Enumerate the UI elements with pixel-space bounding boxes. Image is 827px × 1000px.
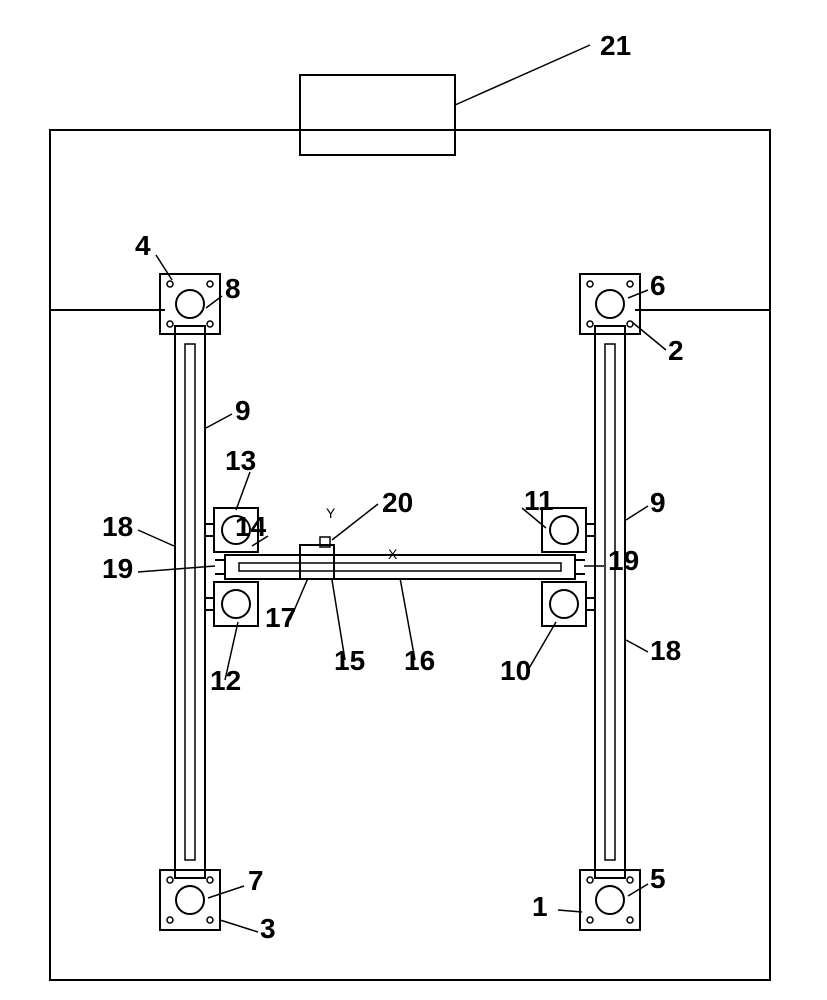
callout-label-11: 11	[524, 485, 554, 516]
callout-label-9: 9	[235, 395, 251, 426]
callout-20: 20	[332, 487, 413, 540]
callout-label-13: 13	[225, 445, 256, 476]
callout-18: 18	[626, 635, 681, 666]
center-carriage	[300, 537, 334, 579]
callout-label-9: 9	[650, 487, 666, 518]
callout-11: 11	[522, 485, 554, 528]
callout-13: 13	[225, 445, 256, 510]
callout-17: 17	[265, 578, 308, 633]
callout-14: 14	[235, 511, 268, 546]
callout-label-16: 16	[404, 645, 435, 676]
callout-label-21: 21	[600, 30, 631, 61]
callout-1: 1	[532, 891, 582, 922]
axis-label-y: Y	[326, 505, 336, 521]
callout-label-4: 4	[135, 230, 151, 261]
horizontal-rail	[225, 555, 575, 579]
callout-label-7: 7	[248, 865, 264, 896]
callout-label-18: 18	[650, 635, 681, 666]
callout-label-8: 8	[225, 273, 241, 304]
callout-9: 9	[626, 487, 666, 520]
callout-2: 2	[632, 322, 684, 366]
side-block-lower-right	[542, 582, 586, 626]
callout-9: 9	[206, 395, 251, 428]
side-block-lower-left	[214, 582, 258, 626]
callout-label-10: 10	[500, 655, 531, 686]
callout-3: 3	[220, 913, 276, 944]
callout-16: 16	[400, 578, 435, 676]
vertical-rail-left	[175, 326, 205, 878]
callout-label-18: 18	[102, 511, 133, 542]
callout-label-20: 20	[382, 487, 413, 518]
callout-label-3: 3	[260, 913, 276, 944]
callout-label-17: 17	[265, 602, 296, 633]
callout-label-1: 1	[532, 891, 548, 922]
callout-label-12: 12	[210, 665, 241, 696]
callout-4: 4	[135, 230, 172, 280]
callout-label-19: 19	[608, 545, 639, 576]
callout-10: 10	[500, 622, 556, 686]
callout-label-6: 6	[650, 270, 666, 301]
callout-21: 21	[455, 30, 631, 105]
callout-label-19: 19	[102, 553, 133, 584]
callout-label-2: 2	[668, 335, 684, 366]
callout-19: 19	[102, 553, 215, 584]
callout-12: 12	[210, 622, 241, 696]
callouts: 21486299131118142019191715161210187315	[102, 30, 684, 944]
top-box	[300, 75, 455, 155]
vertical-rail-right	[595, 326, 625, 878]
axis-label-x: X	[388, 546, 398, 562]
callout-8: 8	[206, 273, 241, 308]
callout-label-5: 5	[650, 863, 666, 894]
callout-19: 19	[584, 545, 639, 576]
callout-15: 15	[332, 580, 365, 676]
callout-label-15: 15	[334, 645, 365, 676]
callout-18: 18	[102, 511, 174, 546]
callout-label-14: 14	[235, 511, 267, 542]
